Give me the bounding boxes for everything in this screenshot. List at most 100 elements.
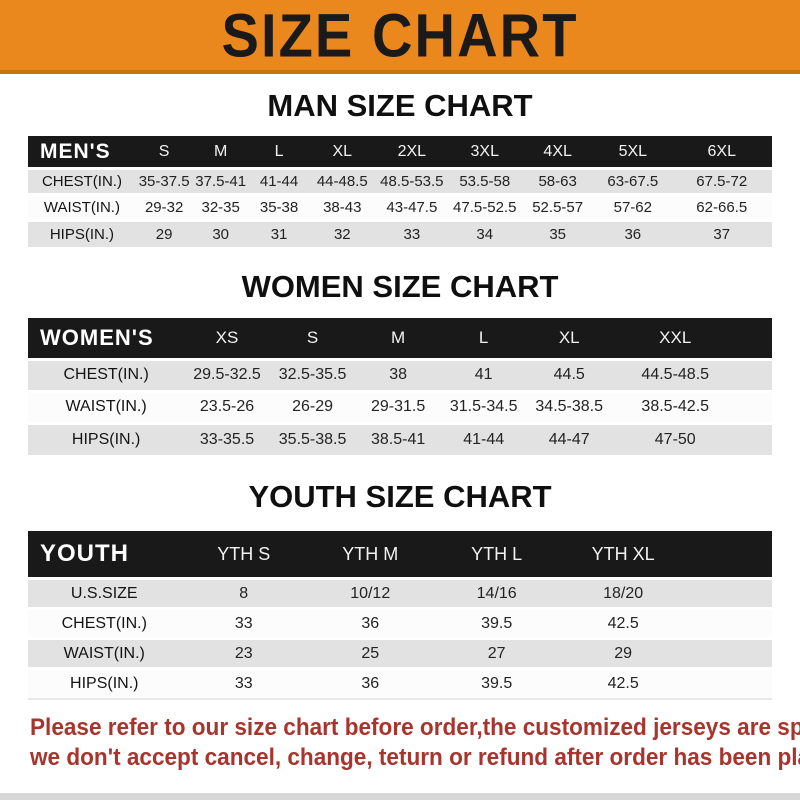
size-value-cell: 41-44 [440,421,527,455]
size-column-header: S [135,136,193,169]
size-value-cell: 23.5-26 [184,389,270,423]
measurement-row: WAIST(IN.) 23.5-26 26-29 29-31.5 31.5-34.5 34… [28,389,772,423]
size-value-cell: 52.5-57 [521,193,595,221]
spacer-cell [686,637,772,669]
size-value-cell: 63-67.5 [594,167,672,195]
size-value-cell: 33 [375,219,449,247]
spacer-cell [738,317,772,359]
row-label: CHEST(IN.) [28,167,136,195]
size-header-row: MEN'S S M L XL 2XL 3XL 4XL 5XL 6XL [28,136,772,169]
size-value-cell: 31 [248,219,310,247]
spacer-cell [738,421,772,455]
size-value-cell: 44-47 [526,421,612,455]
row-label: WAIST(IN.) [28,637,181,669]
size-value-cell: 33 [180,607,307,639]
size-column-header: YTH M [306,531,434,579]
spacer-cell [686,667,772,699]
size-value-cell: 38-43 [309,193,376,221]
measurement-row: CHEST(IN.) 33 36 39.5 42.5 [28,607,772,639]
size-value-cell: 34 [448,219,522,247]
size-value-cell: 38.5-41 [355,421,441,455]
size-column-header: YTH L [433,531,560,579]
size-value-cell: 67.5-72 [671,167,772,195]
women-size-table: WOMEN'S XS S M L XL XXL CHEST(IN.) 29.5-32.5 32.5… [28,317,772,455]
size-value-cell: 47-50 [611,421,739,455]
size-column-header: 4XL [521,136,595,169]
size-column-header: XL [526,317,612,359]
size-value-cell: 32 [309,219,376,247]
size-value-cell: 30 [192,219,249,247]
measurement-row: HIPS(IN.) 33-35.5 35.5-38.5 38.5-41 41-44 44-… [28,421,772,455]
size-value-cell: 42.5 [559,667,687,699]
size-value-cell: 41 [440,357,527,391]
size-value-cell: 33-35.5 [184,421,270,455]
size-column-header: 5XL [594,136,672,169]
youth-size-chart-title: YOUTH SIZE CHART [248,479,552,514]
size-value-cell: 31.5-34.5 [440,389,527,423]
size-value-cell: 39.5 [433,607,560,639]
size-value-cell: 35-38 [248,193,310,221]
size-value-cell: 39.5 [433,667,560,699]
size-column-header: XXL [611,317,739,359]
size-value-cell: 44.5 [526,357,612,391]
size-value-cell: 26-29 [269,389,356,423]
size-value-cell: 44-48.5 [309,167,376,195]
size-value-cell: 36 [306,667,434,699]
size-value-cell: 44.5-48.5 [611,357,739,391]
row-label: HIPS(IN.) [28,219,136,247]
notice-line-1: Please refer to our size chart before or… [30,713,800,741]
size-value-cell: 35.5-38.5 [269,421,356,455]
measurement-row: HIPS(IN.) 29 30 31 32 33 34 35 36 37 [28,219,772,247]
measurement-row: WAIST(IN.) 23 25 27 29 [28,637,772,669]
table-corner-label: MEN'S [28,136,136,169]
size-column-header: M [192,136,249,169]
measurement-row: CHEST(IN.) 35-37.5 37.5-41 41-44 44-48.5 48.5… [28,167,772,195]
size-value-cell: 58-63 [521,167,595,195]
notice-line-2: we don't accept cancel, change, teturn o… [30,743,800,771]
size-header-row: WOMEN'S XS S M L XL XXL [28,317,772,359]
row-label: WAIST(IN.) [28,389,185,423]
size-column-header: M [355,317,441,359]
size-value-cell: 37.5-41 [192,167,249,195]
measurement-row: HIPS(IN.) 33 36 39.5 42.5 [28,667,772,699]
spacer-cell [738,357,772,391]
size-value-cell: 29 [135,219,193,247]
size-value-cell: 35 [521,219,595,247]
table-corner-label: YOUTH [28,531,181,579]
size-value-cell: 29.5-32.5 [184,357,270,391]
size-value-cell: 29 [559,637,687,669]
size-value-cell: 32-35 [192,193,249,221]
size-value-cell: 38 [355,357,441,391]
size-value-cell: 36 [594,219,672,247]
row-label: WAIST(IN.) [28,193,136,221]
row-label: HIPS(IN.) [28,667,181,699]
size-value-cell: 36 [306,607,434,639]
size-column-header: YTH S [180,531,307,579]
size-value-cell: 43-47.5 [375,193,449,221]
size-value-cell: 32.5-35.5 [269,357,356,391]
size-value-cell: 37 [671,219,772,247]
spacer-cell [686,577,772,609]
size-value-cell: 33 [180,667,307,699]
size-column-header: XL [309,136,376,169]
spacer-cell [686,531,772,579]
size-column-header: 3XL [448,136,522,169]
size-value-cell: 29-31.5 [355,389,441,423]
spacer-cell [738,389,772,423]
size-chart-banner: SIZE CHART [0,0,800,74]
size-value-cell: 29-32 [135,193,193,221]
man-size-chart-title: MAN SIZE CHART [267,88,533,123]
size-value-cell: 48.5-53.5 [375,167,449,195]
size-column-header: L [248,136,310,169]
size-value-cell: 42.5 [559,607,687,639]
order-notice: Please refer to our size chart before or… [30,713,800,773]
size-column-header: YTH XL [559,531,687,579]
size-value-cell: 25 [306,637,434,669]
measurement-row: WAIST(IN.) 29-32 32-35 35-38 38-43 43-47.5 47.… [28,193,772,221]
size-value-cell: 34.5-38.5 [526,389,612,423]
measurement-row: CHEST(IN.) 29.5-32.5 32.5-35.5 38 41 44.5 44.5… [28,357,772,391]
size-value-cell: 41-44 [248,167,310,195]
row-label: CHEST(IN.) [28,357,185,391]
size-header-row: YOUTH YTH S YTH M YTH L YTH XL [28,531,772,579]
youth-size-table: YOUTH YTH S YTH M YTH L YTH XL U.S.SIZE 8 10/12… [28,531,772,700]
